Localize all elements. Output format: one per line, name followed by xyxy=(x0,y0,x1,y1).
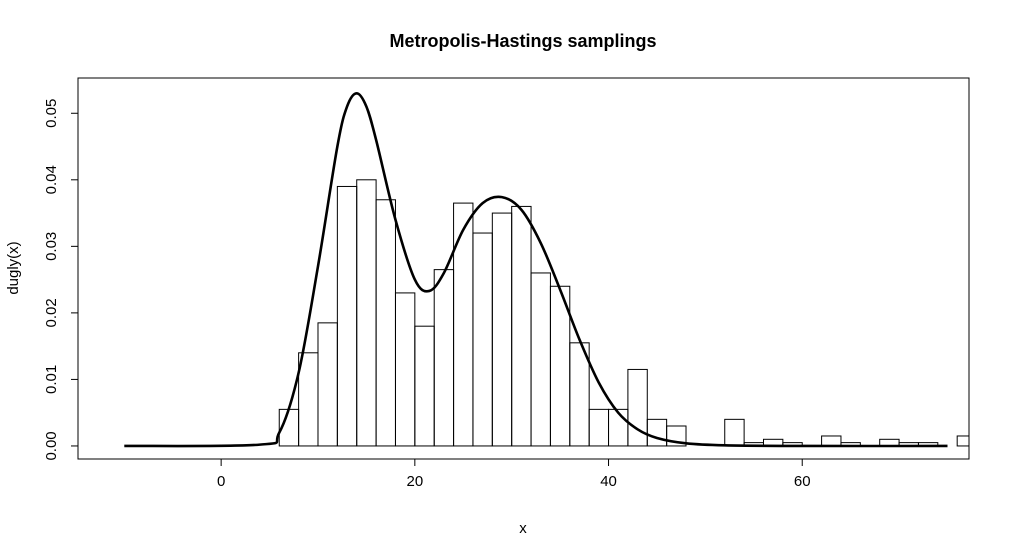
y-tick-label: 0.05 xyxy=(43,99,60,128)
histogram-bar xyxy=(298,352,319,447)
histogram-bar xyxy=(414,325,435,447)
x-tick-label: 20 xyxy=(406,473,423,490)
histogram-bar xyxy=(394,292,416,447)
histogram-bar xyxy=(453,202,474,447)
y-axis: 0.00 0.01 0.02 0.03 0.04 0.05 xyxy=(43,99,79,461)
histogram-bar xyxy=(375,199,396,447)
histogram-bar xyxy=(588,408,610,447)
histogram-bar xyxy=(472,232,493,447)
y-tick-label: 0.02 xyxy=(43,298,60,327)
plot-frame xyxy=(77,77,970,460)
x-axis-label: x xyxy=(519,520,527,537)
histogram-bar xyxy=(627,368,648,447)
density-curve xyxy=(124,92,948,448)
y-tick-label: 0.00 xyxy=(43,431,60,460)
histogram-bar xyxy=(666,425,687,447)
y-tick-label: 0.04 xyxy=(43,165,60,194)
histogram-bar xyxy=(491,212,513,447)
x-tick-label: 0 xyxy=(217,473,225,490)
y-tick-label: 0.03 xyxy=(43,232,60,261)
histogram-bar xyxy=(317,322,338,447)
histogram-bar xyxy=(821,435,842,447)
histogram-bar xyxy=(530,272,551,447)
x-axis: 0 20 40 60 xyxy=(217,458,811,490)
y-tick-label: 0.01 xyxy=(43,365,60,394)
x-tick-label: 60 xyxy=(794,473,811,490)
histogram-bar xyxy=(646,418,668,447)
y-axis-label: dugly(x) xyxy=(5,241,22,294)
histogram-bar xyxy=(608,408,629,447)
chart-title: Metropolis-Hastings samplings xyxy=(389,31,656,51)
histogram-bars xyxy=(278,179,969,447)
histogram-bar xyxy=(336,185,358,447)
histogram-bar xyxy=(356,179,377,447)
histogram-bar xyxy=(724,418,745,447)
x-tick-label: 40 xyxy=(600,473,617,490)
histogram-bar xyxy=(433,269,455,447)
density-curve-layer xyxy=(124,92,948,448)
histogram-bar xyxy=(511,205,532,447)
histogram-bar xyxy=(956,435,969,447)
